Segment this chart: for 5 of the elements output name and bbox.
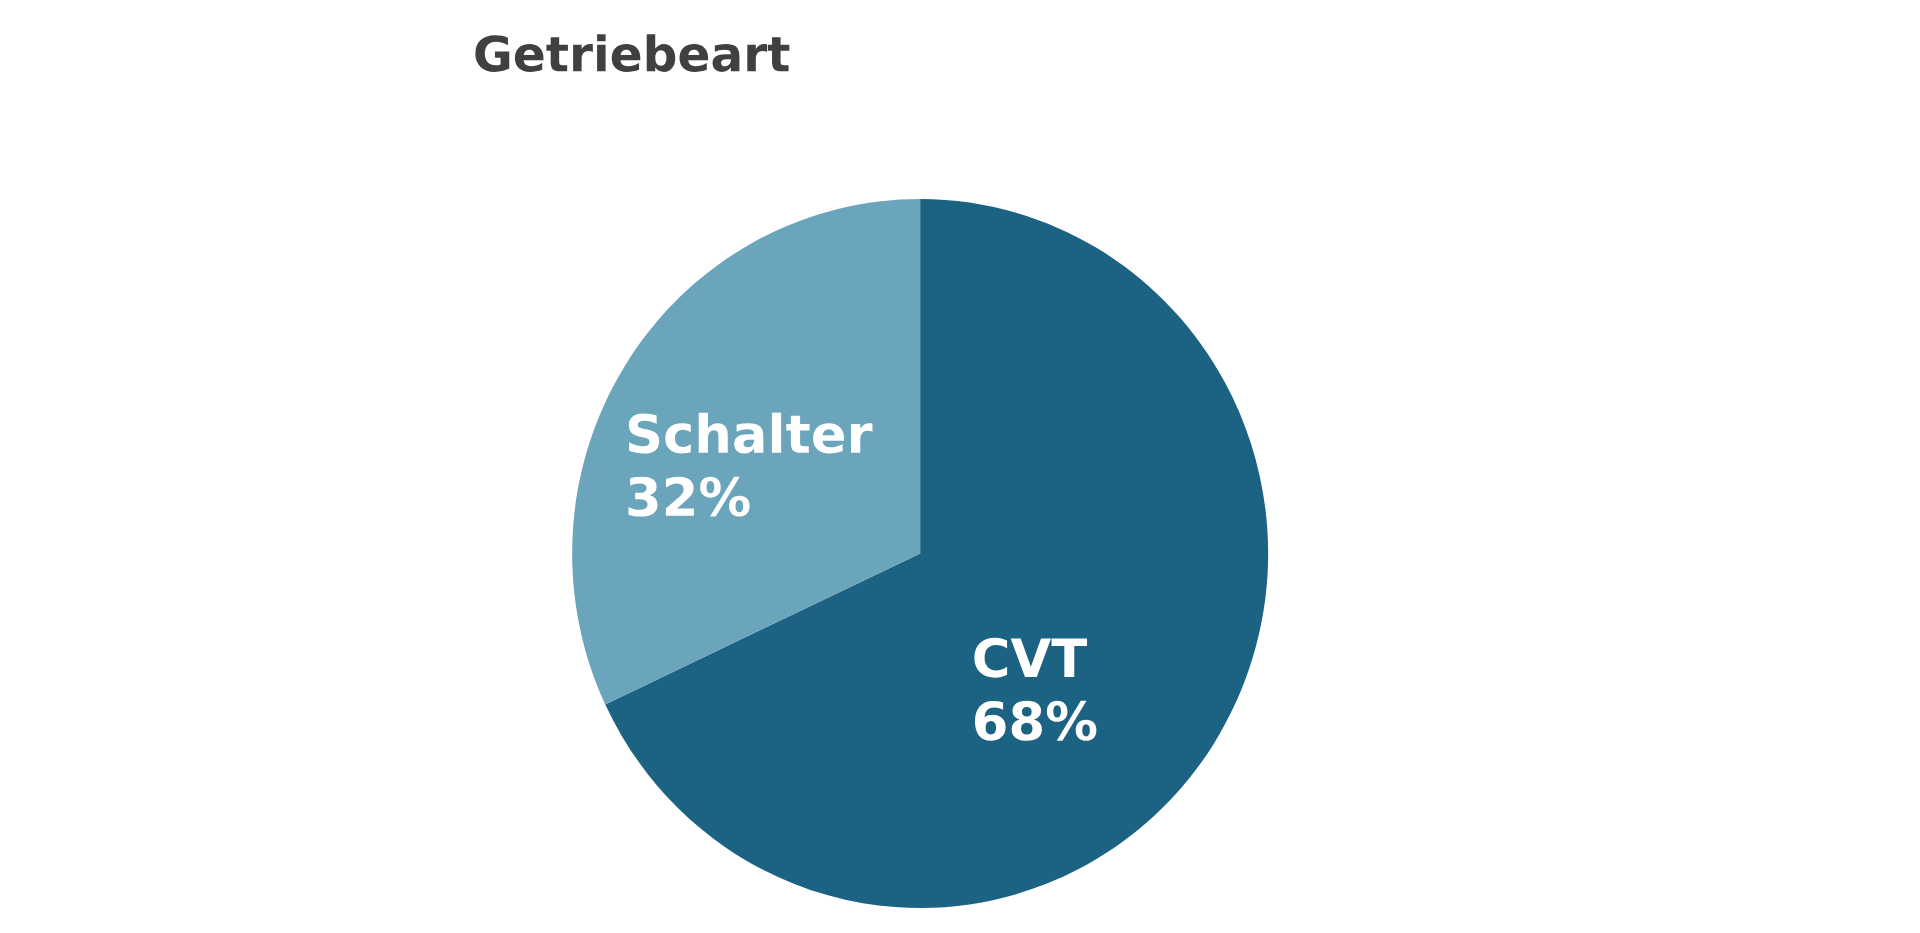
slice-label: CVT (974, 637, 1088, 678)
data-label: 68% (974, 700, 1097, 741)
slice-label: Schalter (628, 412, 873, 454)
chart-title: Getriebeart (475, 34, 790, 72)
data-label: 32% (628, 476, 750, 517)
